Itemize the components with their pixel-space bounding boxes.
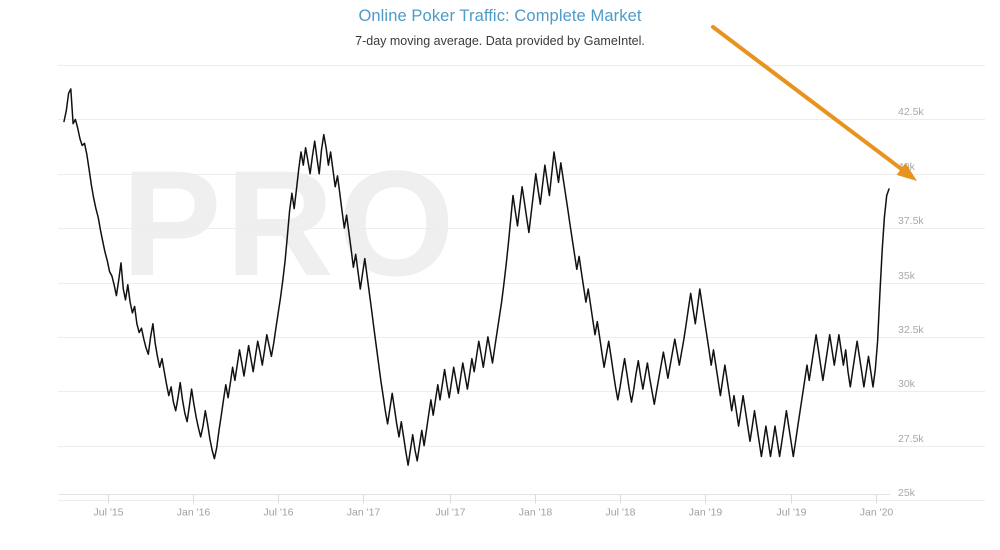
y-tick-label: 30k	[898, 378, 916, 390]
arrow-head	[896, 162, 917, 181]
y-tick-label: 27.5k	[898, 433, 924, 445]
x-axis-labels: Jul '15 Jan '16 Jul '16 Jan '17 Jul '17 Jan '…	[93, 507, 893, 519]
x-tick-label: Jan '20	[860, 507, 894, 519]
watermark-text: PRO	[121, 139, 458, 307]
chart-subtitle: 7-day moving average. Data provided by G…	[355, 34, 645, 49]
watermark: PRO	[121, 139, 458, 307]
page-title: Online Poker Traffic: Complete Market	[358, 7, 642, 25]
x-tick-label: Jul '18	[605, 507, 635, 519]
gridlines	[58, 65, 985, 501]
chart-header: Online Poker Traffic: Complete Market 7-…	[0, 0, 1000, 50]
x-tick-label: Jan '17	[347, 507, 381, 519]
y-tick-label: 32.5k	[898, 324, 924, 336]
x-tick-label: Jul '17	[435, 507, 465, 519]
annotation-arrow	[711, 25, 917, 181]
x-tick-label: Jan '18	[519, 507, 553, 519]
x-tick-label: Jul '15	[93, 507, 123, 519]
y-tick-label: 37.5k	[898, 215, 924, 227]
x-tick-label: Jul '19	[776, 507, 806, 519]
x-tick-label: Jul '16	[263, 507, 293, 519]
x-tick-label: Jan '16	[177, 507, 211, 519]
x-tick-label: Jan '19	[689, 507, 723, 519]
data-series	[63, 88, 890, 466]
arrow-shaft	[711, 25, 910, 176]
y-tick-label: 25k	[898, 487, 916, 499]
y-tick-label: 42.5k	[898, 106, 924, 118]
x-axis	[58, 493, 890, 504]
series-line-complete-market	[63, 88, 890, 466]
y-tick-label: 35k	[898, 270, 916, 282]
